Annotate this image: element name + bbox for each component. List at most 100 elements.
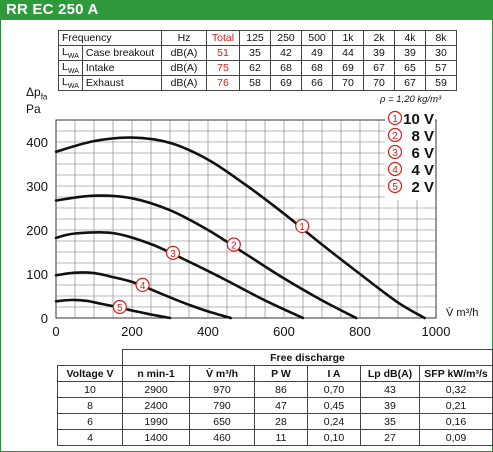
cell: 650 (189, 413, 255, 430)
x-tick-label: 400 (197, 324, 219, 339)
legend-label: 8 V (411, 128, 434, 145)
curve-marker-label: 4 (140, 281, 146, 292)
unit-cell: dB(A) (161, 75, 207, 92)
header-cell: Lp dB(A) (360, 365, 420, 382)
value-cell: 59 (425, 75, 457, 92)
x-tick-label: 600 (273, 324, 295, 339)
curve-marker-label: 5 (117, 303, 123, 314)
sound-power-table: Frequency Hz Total 125 250 500 1k 2k 4k … (58, 30, 457, 92)
legend-marker-label: 4 (392, 165, 398, 176)
header-cell: I A (307, 365, 361, 382)
cell: 2900 (122, 381, 190, 398)
free-discharge-title-row: Free discharge (58, 349, 493, 366)
header-cell: n min-1 (122, 365, 190, 382)
sound-table-header: Frequency Hz Total 125 250 500 1k 2k 4k … (58, 30, 457, 46)
cell: 1400 (122, 429, 190, 446)
x-tick-label: 800 (349, 324, 371, 339)
legend-marker (387, 161, 403, 177)
cell: 35 (360, 413, 420, 430)
legend-label: 10 V (403, 111, 434, 128)
symbol-cell: LWA (58, 60, 83, 77)
cell: 39 (360, 397, 420, 414)
table-row: 8 2400 790 47 0,45 39 0,21 (57, 397, 493, 414)
cell: 1990 (122, 413, 190, 430)
cell: 28 (254, 413, 308, 430)
free-discharge-header-row: Voltage V n min-1 V̇ m³/h P W I A Lp dB(… (57, 365, 493, 382)
legend-marker (387, 178, 403, 194)
cell: 11 (254, 429, 308, 446)
series-line (54, 194, 358, 320)
cell: 10 (57, 381, 123, 398)
series-line (54, 230, 305, 320)
curve-marker-label: 2 (231, 241, 237, 252)
x-axis-label: V̇ m³/h (446, 306, 478, 319)
curve-marker-label: 1 (299, 222, 305, 233)
cell: 0,16 (419, 413, 493, 430)
y-tick-label: 300 (26, 179, 48, 194)
y-tick-label: 100 (26, 267, 48, 282)
header-cell: 125 (239, 30, 271, 46)
legend-label: 4 V (411, 162, 434, 179)
y-axis-label: Δpfa Pa (26, 85, 48, 117)
cell: 0,32 (419, 381, 493, 398)
legend-marker-label: 3 (392, 148, 398, 159)
product-title: RR EC 250 A (6, 1, 99, 18)
x-tick-label: 0 (52, 324, 59, 339)
cell: 6 (57, 413, 123, 430)
y-tick-label: 200 (26, 223, 48, 238)
legend-marker-label: 5 (392, 182, 398, 193)
cell: 0,10 (307, 429, 361, 446)
table-row: 10 2900 970 86 0,70 43 0,32 (57, 381, 493, 398)
cell: 43 (360, 381, 420, 398)
cell: 790 (189, 397, 255, 414)
label-cell: Exhaust (81, 75, 163, 92)
density-note: ρ = 1,20 kg/m³ (380, 94, 442, 105)
header-cell: V̇ m³/h (189, 365, 255, 382)
cell: 970 (189, 381, 255, 398)
legend-marker (387, 144, 403, 160)
header-cell: P W (254, 365, 308, 382)
legend-marker-label: 2 (392, 131, 398, 142)
legend-label: 2 V (411, 179, 434, 196)
empty-cell (58, 350, 123, 366)
curve-marker (135, 277, 150, 293)
cell: 47 (254, 397, 308, 414)
cell: 27 (360, 429, 420, 446)
x-tick-label: 200 (121, 324, 143, 339)
header-cell: Voltage V (57, 365, 123, 382)
series-line (54, 298, 172, 320)
legend-marker (387, 127, 403, 143)
curve-marker (165, 245, 181, 260)
title-bar: RR EC 250 A (0, 0, 493, 20)
legend-marker (387, 110, 403, 126)
free-discharge-table: Free discharge Voltage V n min-1 V̇ m³/h… (57, 349, 493, 446)
free-discharge-title: Free discharge (122, 349, 493, 366)
cell: 2400 (122, 397, 190, 414)
legend-label: 6 V (411, 145, 434, 162)
legend-marker-label: 1 (392, 114, 398, 125)
y-tick-label: 400 (26, 135, 48, 150)
cell: 0,09 (419, 429, 493, 446)
cell: 0,45 (307, 397, 361, 414)
cell: 460 (189, 429, 255, 446)
curve-marker (226, 237, 241, 252)
series-line (54, 136, 426, 320)
table-row: 4 1400 460 11 0,10 27 0,09 (57, 429, 493, 446)
cell: 8 (57, 397, 123, 414)
table-row: LWA Exhaust dB(A) 76 58 69 66 70 70 67 5… (58, 75, 457, 92)
total-cell: 76 (206, 75, 240, 92)
header-cell: SFP kW/m³/s (419, 365, 493, 382)
cell: 0,24 (307, 413, 361, 430)
cell: 0,70 (307, 381, 361, 398)
unit-cell: dB(A) (161, 44, 207, 62)
curve-marker-label: 3 (170, 249, 176, 260)
value-cell: 67 (394, 75, 426, 92)
table-row: 6 1990 650 28 0,24 35 0,16 (57, 413, 493, 430)
curve-marker (295, 218, 310, 234)
cell: 0,21 (419, 397, 493, 414)
curve-marker (112, 299, 127, 315)
y-tick-label: 0 (41, 311, 48, 326)
value-cell: 70 (363, 75, 395, 92)
cell: 4 (57, 429, 123, 446)
